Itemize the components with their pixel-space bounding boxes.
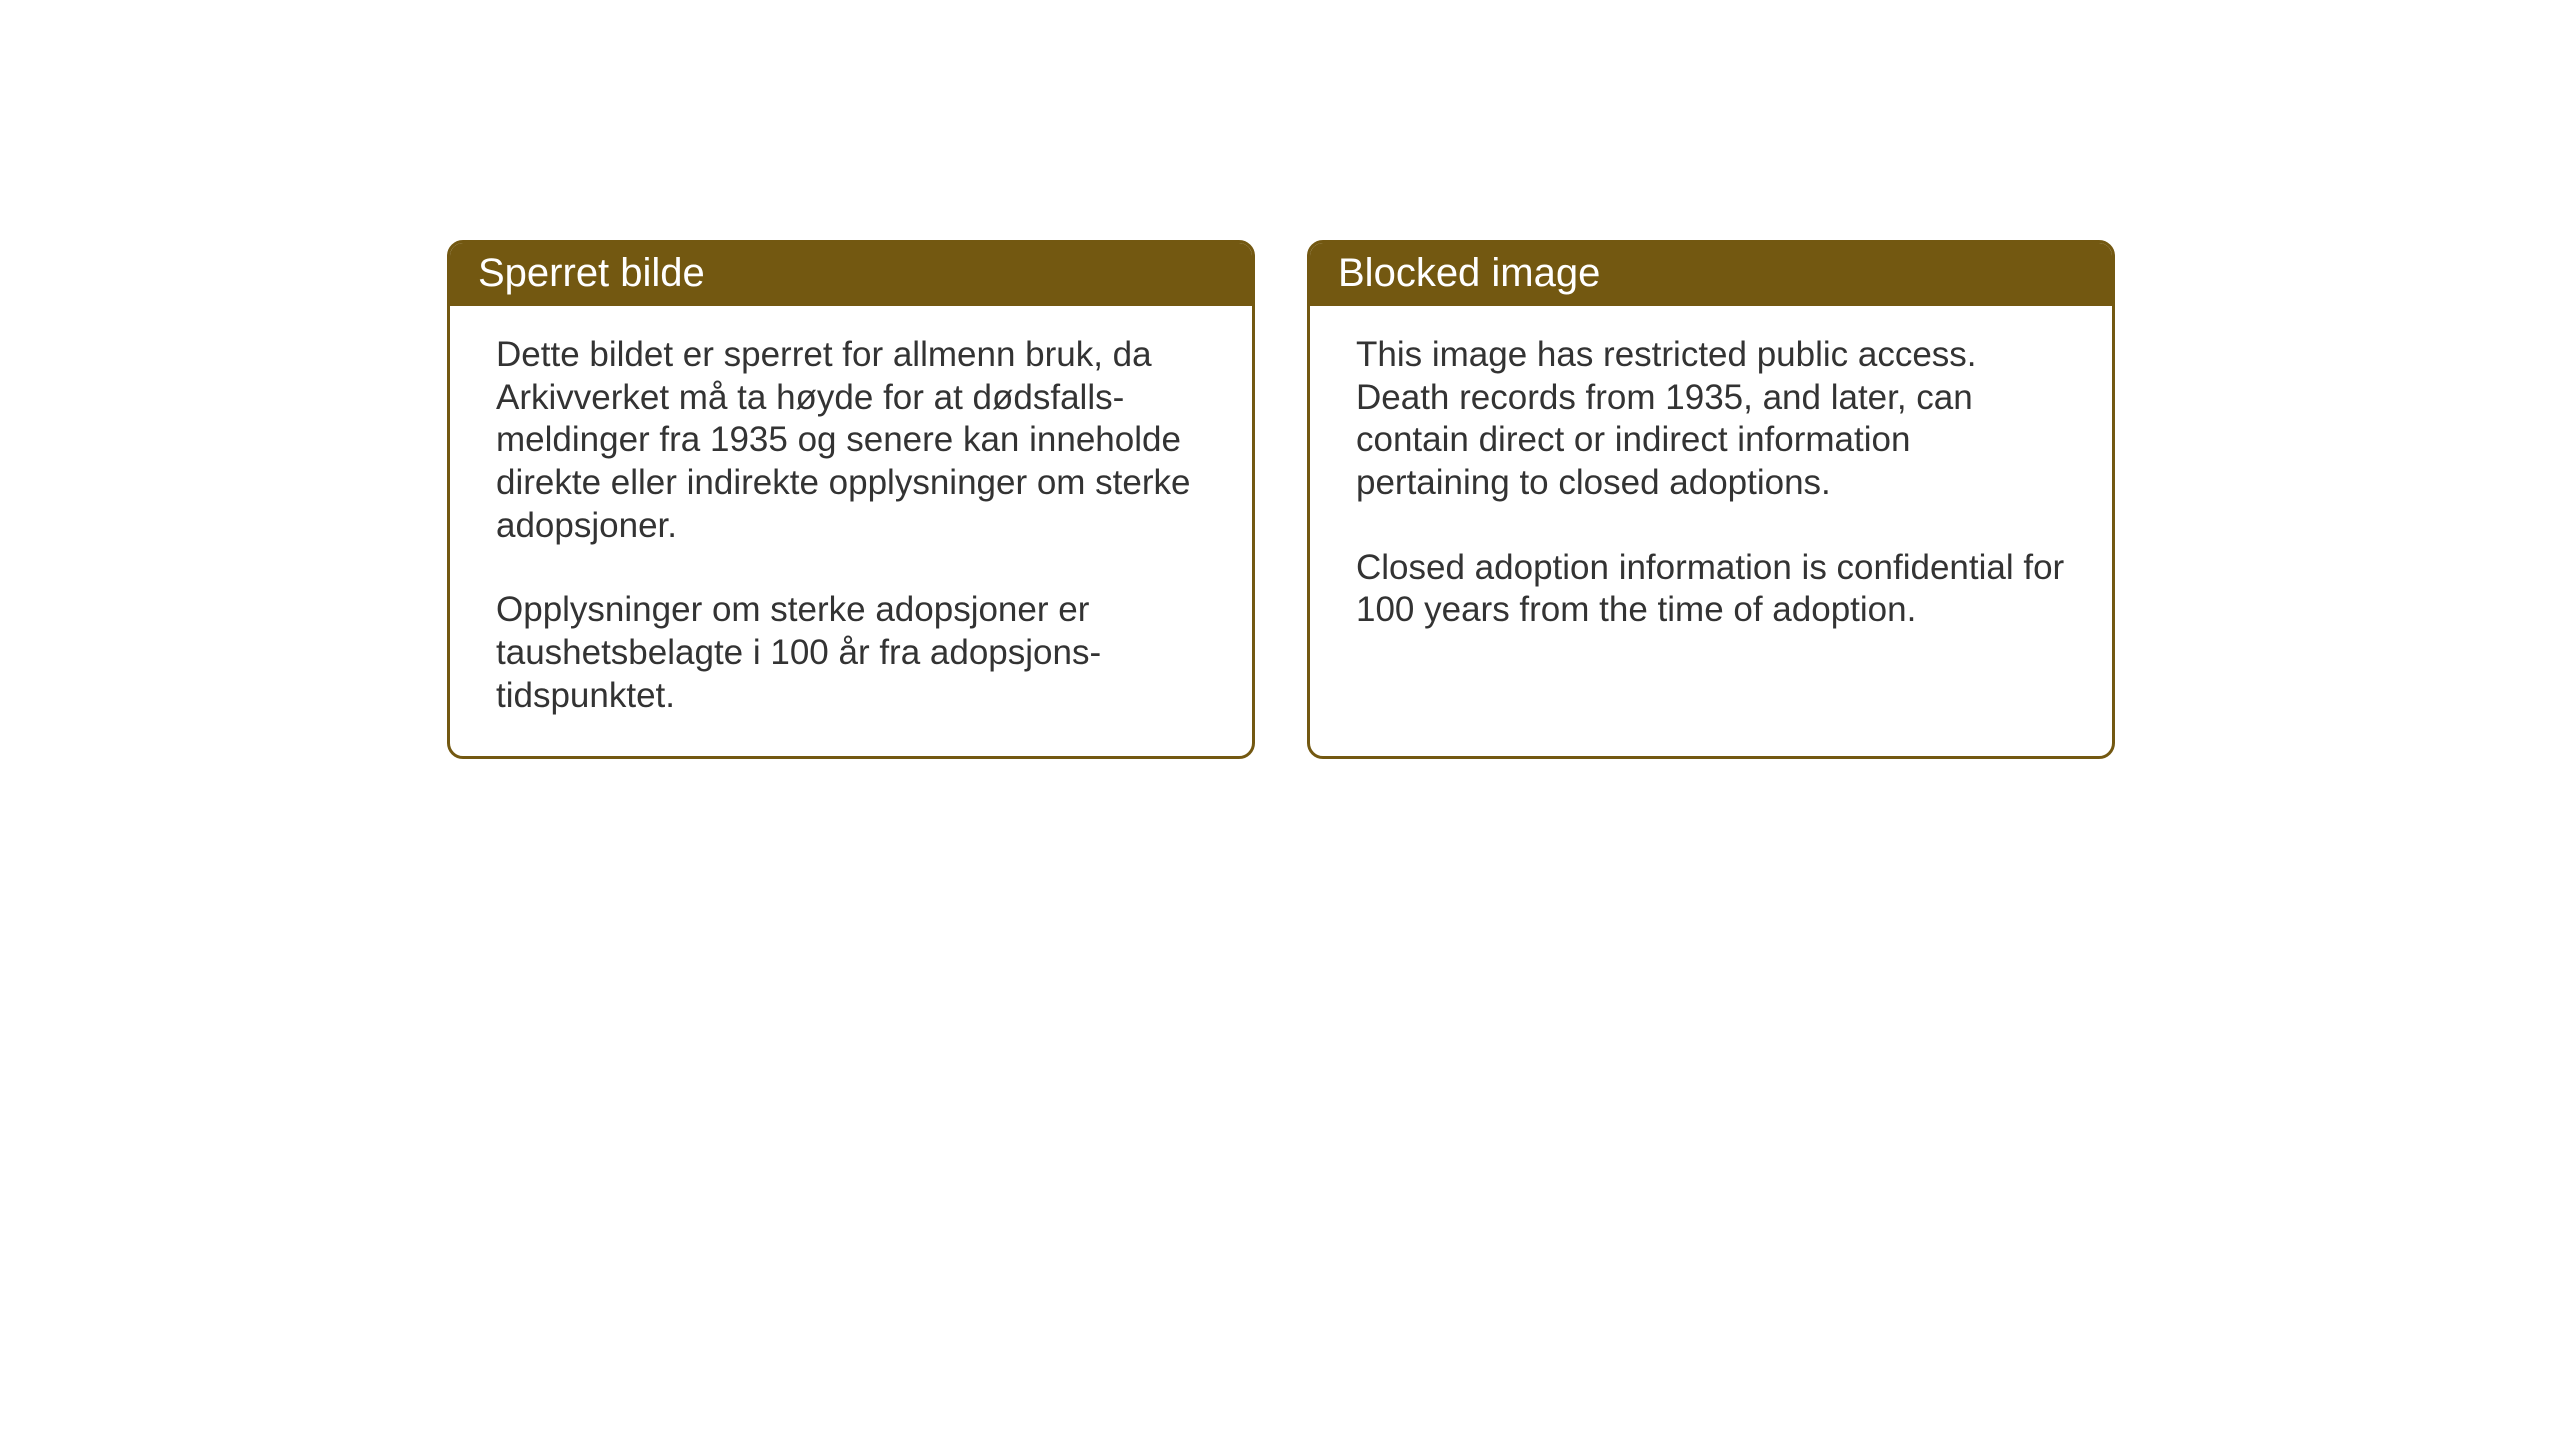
card-paragraph-1-english: This image has restricted public access.… xyxy=(1356,334,2066,505)
notice-card-english: Blocked image This image has restricted … xyxy=(1307,240,2115,759)
card-title-english: Blocked image xyxy=(1338,251,1600,295)
card-paragraph-2-english: Closed adoption information is confident… xyxy=(1356,547,2066,632)
card-body-norwegian: Dette bildet er sperret for allmenn bruk… xyxy=(450,306,1252,756)
notice-cards-container: Sperret bilde Dette bildet er sperret fo… xyxy=(447,240,2115,759)
card-title-norwegian: Sperret bilde xyxy=(478,251,705,295)
card-paragraph-1-norwegian: Dette bildet er sperret for allmenn bruk… xyxy=(496,334,1206,547)
card-body-english: This image has restricted public access.… xyxy=(1310,306,2112,670)
card-paragraph-2-norwegian: Opplysninger om sterke adopsjoner er tau… xyxy=(496,589,1206,717)
notice-card-norwegian: Sperret bilde Dette bildet er sperret fo… xyxy=(447,240,1255,759)
card-header-english: Blocked image xyxy=(1310,243,2112,306)
card-header-norwegian: Sperret bilde xyxy=(450,243,1252,306)
